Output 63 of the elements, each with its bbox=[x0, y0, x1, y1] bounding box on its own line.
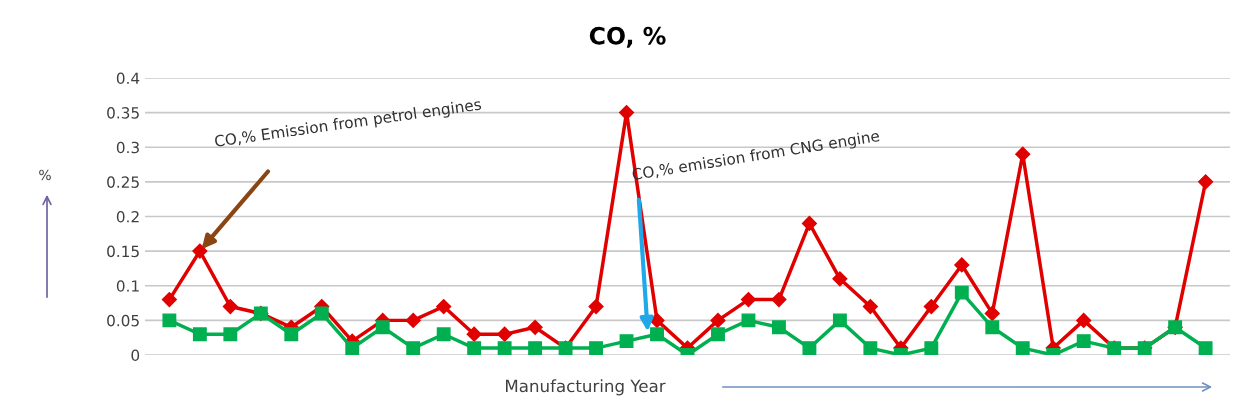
y-tick-label: 0.4 bbox=[116, 72, 140, 85]
point bbox=[771, 292, 787, 308]
point bbox=[406, 341, 421, 355]
point bbox=[710, 312, 726, 328]
point bbox=[284, 327, 299, 342]
point bbox=[862, 298, 878, 315]
point bbox=[801, 215, 817, 231]
y-tick-label: 0 bbox=[131, 349, 140, 362]
point bbox=[467, 341, 482, 355]
point bbox=[527, 319, 543, 335]
point bbox=[740, 292, 757, 308]
point bbox=[1198, 341, 1213, 355]
annotation: CO,% Emission from petrol engines bbox=[214, 97, 482, 150]
point bbox=[1015, 341, 1030, 355]
point bbox=[1076, 312, 1092, 328]
point bbox=[192, 327, 207, 342]
point bbox=[954, 285, 969, 300]
point bbox=[1015, 146, 1031, 162]
point bbox=[192, 243, 208, 259]
y-tick-label: 0.3 bbox=[116, 141, 139, 154]
point bbox=[1076, 334, 1091, 349]
point bbox=[832, 313, 847, 328]
chart-title: CO, % bbox=[589, 26, 666, 48]
point bbox=[802, 341, 817, 355]
annotation: CO,% emission from CNG engine bbox=[631, 129, 881, 184]
point bbox=[528, 341, 543, 355]
point bbox=[314, 306, 329, 321]
y-tick-label: 0.35 bbox=[107, 107, 139, 119]
point bbox=[985, 320, 1000, 335]
point bbox=[162, 313, 177, 328]
y-tick-label: 0.1 bbox=[116, 280, 139, 292]
point bbox=[589, 341, 604, 355]
point bbox=[923, 298, 939, 315]
point bbox=[436, 327, 451, 342]
point bbox=[649, 312, 665, 328]
x-axis-title: Manufacturing Year bbox=[506, 379, 666, 396]
y-axis-title: % bbox=[39, 169, 51, 181]
point bbox=[771, 320, 786, 335]
point bbox=[954, 257, 970, 273]
point bbox=[832, 271, 848, 287]
y-tick-label: 0.25 bbox=[107, 176, 139, 188]
y-tick-label: 0.2 bbox=[116, 210, 139, 223]
point bbox=[711, 327, 725, 342]
y-tick-label: 0.05 bbox=[107, 314, 139, 327]
point bbox=[741, 313, 756, 328]
point bbox=[222, 298, 238, 315]
point bbox=[345, 341, 360, 355]
point bbox=[497, 326, 513, 342]
y-tick-label: 0.15 bbox=[107, 245, 139, 258]
point bbox=[436, 298, 452, 315]
point bbox=[924, 341, 939, 355]
point bbox=[588, 298, 604, 315]
point bbox=[223, 327, 238, 342]
point bbox=[497, 341, 512, 355]
point bbox=[984, 305, 1000, 322]
point bbox=[619, 334, 634, 349]
point bbox=[405, 312, 421, 328]
point bbox=[863, 341, 878, 355]
point bbox=[650, 327, 664, 342]
point bbox=[375, 320, 390, 335]
point bbox=[466, 326, 482, 342]
point bbox=[161, 292, 177, 308]
point bbox=[1198, 174, 1214, 190]
